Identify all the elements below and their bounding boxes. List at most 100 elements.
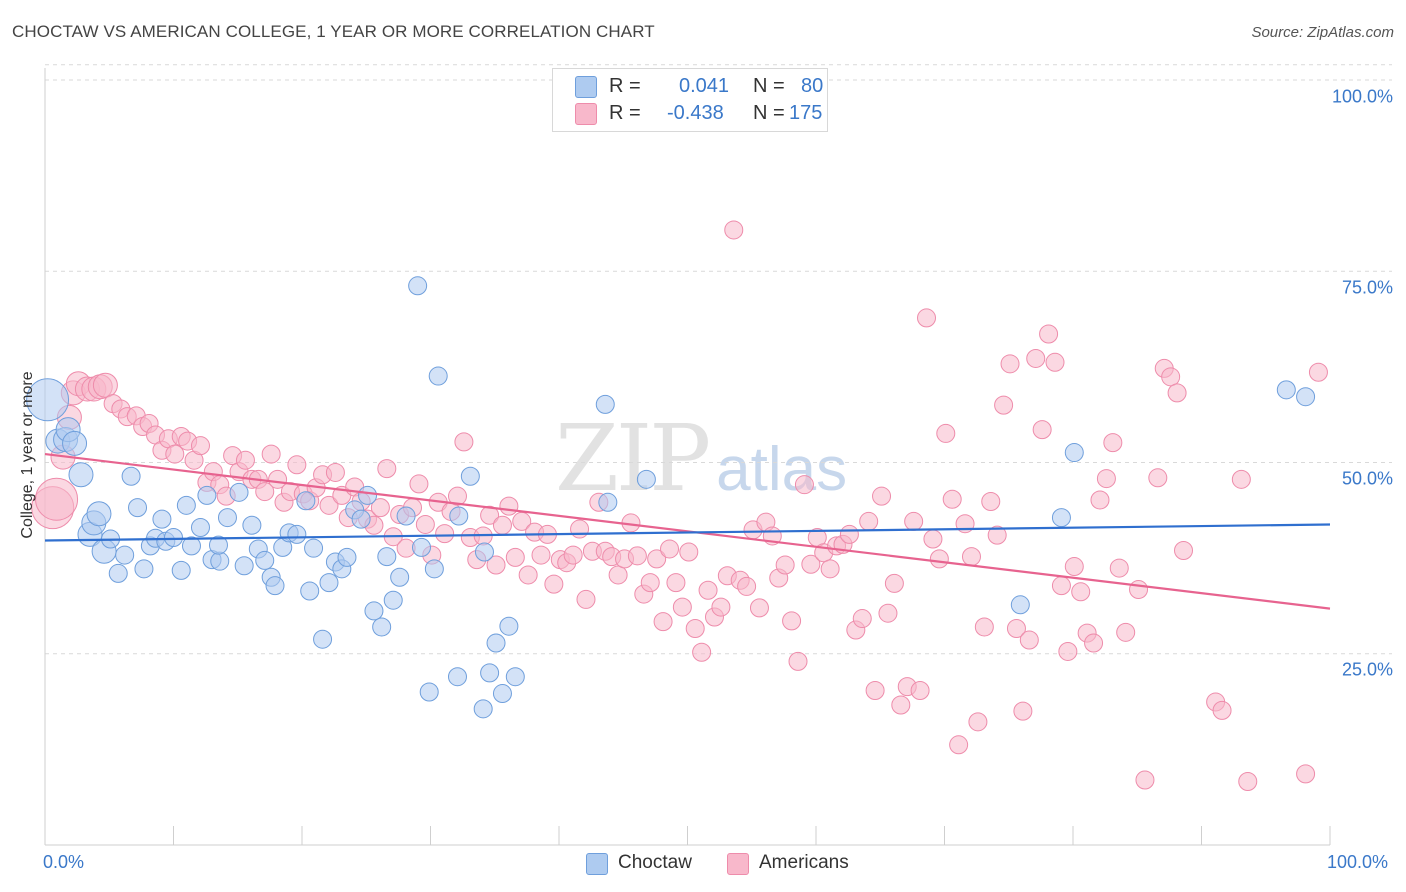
legend-n-value: 80 bbox=[801, 75, 824, 97]
choctaw-point bbox=[190, 518, 210, 538]
americans-point bbox=[859, 511, 879, 531]
americans-point bbox=[749, 598, 769, 618]
choctaw-point bbox=[108, 563, 128, 583]
legend-swatch-americans bbox=[575, 103, 597, 125]
americans-point bbox=[724, 220, 744, 240]
choctaw-point bbox=[499, 616, 519, 636]
americans-point bbox=[917, 308, 937, 328]
americans-point bbox=[878, 603, 898, 623]
americans-point bbox=[666, 573, 686, 593]
x-tick-max: 100.0% bbox=[1327, 852, 1389, 872]
choctaw-point bbox=[351, 509, 371, 529]
choctaw-point bbox=[473, 699, 493, 719]
americans-point bbox=[1019, 630, 1039, 650]
y-tick-label: 50.0% bbox=[1341, 468, 1393, 489]
watermark-atlas: atlas bbox=[716, 435, 848, 504]
trend-lines bbox=[44, 452, 1331, 610]
choctaw-point bbox=[86, 501, 112, 527]
americans-point bbox=[492, 515, 512, 535]
choctaw-point bbox=[115, 545, 135, 565]
choctaw-point bbox=[424, 559, 444, 579]
americans-point bbox=[698, 580, 718, 600]
choctaw-point bbox=[26, 378, 70, 422]
americans-point bbox=[377, 459, 397, 479]
americans-point bbox=[261, 444, 281, 464]
americans-point bbox=[981, 492, 1001, 512]
source-credit: Source: ZipAtlas.com bbox=[1251, 24, 1394, 41]
choctaw-point bbox=[265, 576, 285, 596]
americans-point bbox=[1096, 469, 1116, 489]
americans-point bbox=[910, 680, 930, 700]
americans-point bbox=[190, 436, 210, 456]
americans-point bbox=[1026, 348, 1046, 368]
legend-r-label: R = bbox=[609, 102, 641, 124]
americans-point bbox=[415, 514, 435, 534]
choctaw-point bbox=[364, 601, 384, 621]
choctaw-point bbox=[377, 547, 397, 567]
choctaw-point bbox=[412, 537, 432, 557]
choctaw-point bbox=[217, 508, 237, 528]
americans-point bbox=[692, 642, 712, 662]
watermark-zip: ZIP bbox=[555, 405, 711, 512]
americans-point bbox=[968, 712, 988, 732]
choctaw-point bbox=[304, 538, 324, 558]
americans-point bbox=[737, 576, 757, 596]
bottom-legend-label-americans: Americans bbox=[759, 852, 849, 873]
americans-point bbox=[1103, 433, 1123, 453]
americans-point bbox=[949, 735, 969, 755]
americans-point bbox=[801, 554, 821, 574]
y-axis-label: College, 1 year or more bbox=[19, 371, 36, 539]
americans-point bbox=[1174, 540, 1194, 560]
americans-point bbox=[505, 547, 525, 567]
americans-point bbox=[319, 495, 339, 515]
americans-points bbox=[31, 220, 1328, 792]
legend-swatch-choctaw bbox=[575, 76, 597, 98]
choctaw-trend-line bbox=[44, 523, 1331, 542]
americans-point bbox=[1045, 352, 1065, 372]
choctaw-point bbox=[242, 515, 262, 535]
americans-point bbox=[235, 450, 255, 470]
americans-point bbox=[480, 505, 500, 525]
choctaw-point bbox=[176, 495, 196, 515]
americans-point bbox=[499, 496, 519, 516]
choctaw-point bbox=[208, 535, 228, 555]
americans-point bbox=[576, 589, 596, 609]
choctaw-point bbox=[152, 509, 172, 529]
choctaw-point bbox=[1276, 380, 1296, 400]
americans-point bbox=[1109, 558, 1129, 578]
americans-point bbox=[1148, 468, 1168, 488]
y-tick-label: 75.0% bbox=[1341, 277, 1393, 298]
americans-point bbox=[1116, 622, 1136, 642]
americans-point bbox=[1032, 420, 1052, 440]
americans-point bbox=[987, 525, 1007, 545]
americans-point bbox=[1238, 772, 1258, 792]
americans-point bbox=[92, 372, 118, 398]
choctaw-point bbox=[300, 581, 320, 601]
americans-point bbox=[839, 524, 859, 544]
choctaw-point bbox=[372, 617, 392, 637]
americans-point bbox=[1231, 469, 1251, 489]
americans-point bbox=[325, 462, 345, 482]
americans-point bbox=[679, 542, 699, 562]
americans-point bbox=[685, 619, 705, 639]
americans-point bbox=[923, 529, 943, 549]
americans-point bbox=[409, 474, 429, 494]
choctaw-point bbox=[480, 663, 500, 683]
americans-point bbox=[1090, 490, 1110, 510]
americans-point bbox=[35, 477, 79, 521]
choctaw-point bbox=[595, 394, 615, 414]
choctaw-point bbox=[505, 667, 525, 687]
americans-point bbox=[936, 423, 956, 443]
americans-point bbox=[1212, 700, 1232, 720]
americans-point bbox=[653, 612, 673, 632]
americans-point bbox=[904, 511, 924, 531]
choctaw-point bbox=[313, 629, 333, 649]
watermark: ZIP atlas bbox=[555, 405, 847, 512]
americans-point bbox=[660, 539, 680, 559]
americans-point bbox=[872, 486, 892, 506]
americans-point bbox=[647, 549, 667, 569]
choctaw-points bbox=[26, 276, 1316, 719]
choctaw-point bbox=[287, 524, 307, 544]
americans-point bbox=[1000, 354, 1020, 374]
